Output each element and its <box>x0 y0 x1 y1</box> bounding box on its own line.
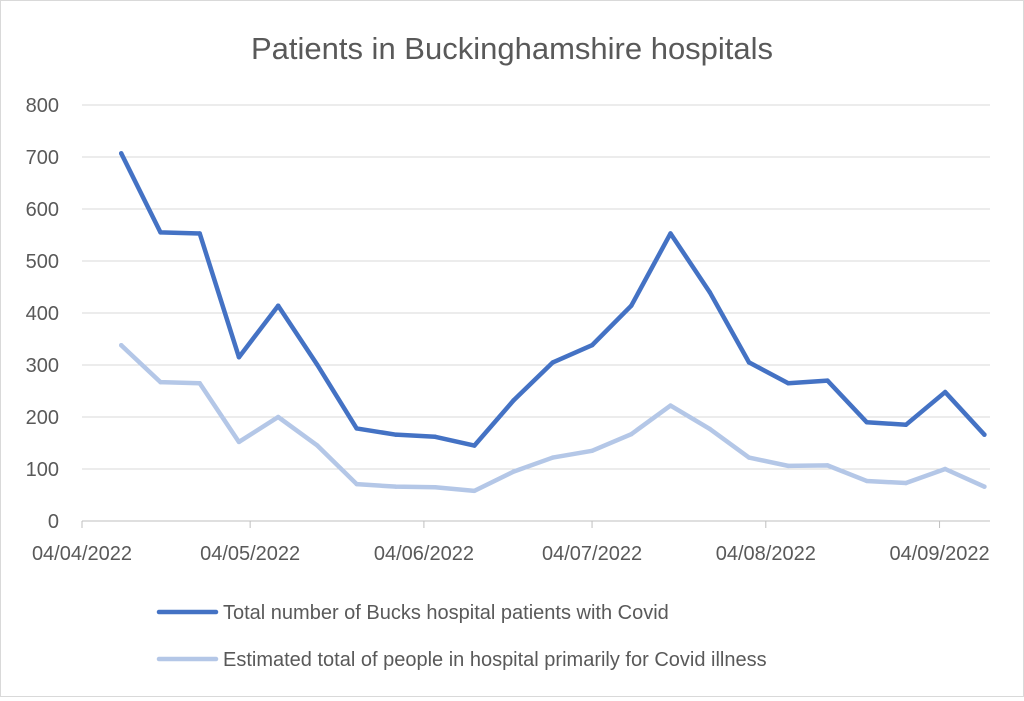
y-tick-label: 400 <box>26 303 59 325</box>
x-tick-label: 04/05/2022 <box>200 543 300 565</box>
data-point-1 <box>158 379 163 385</box>
data-point-1 <box>668 403 673 408</box>
data-point-1 <box>354 481 359 487</box>
data-point-0 <box>982 432 987 437</box>
data-point-1 <box>511 469 516 474</box>
y-tick-label: 500 <box>26 251 59 273</box>
data-point-0 <box>472 443 477 448</box>
data-point-0 <box>550 360 556 365</box>
data-point-0 <box>197 231 202 236</box>
data-point-0 <box>864 420 869 425</box>
data-point-1 <box>432 485 438 490</box>
data-point-1 <box>315 443 320 448</box>
x-tick-label: 04/09/2022 <box>890 543 990 565</box>
y-tick-label: 100 <box>26 459 59 481</box>
data-point-1 <box>197 381 202 386</box>
x-tick-label: 04/07/2022 <box>542 543 642 565</box>
data-point-0 <box>825 378 830 383</box>
data-point-0 <box>315 362 320 368</box>
data-point-0 <box>589 343 595 348</box>
data-point-1 <box>629 431 634 437</box>
data-point-1 <box>864 478 869 484</box>
data-point-1 <box>393 484 399 489</box>
legend-label-0: Total number of Bucks hospital patients … <box>223 602 669 624</box>
data-point-0 <box>393 432 399 437</box>
data-point-1 <box>236 439 242 445</box>
data-point-0 <box>354 426 359 431</box>
y-tick-label: 800 <box>26 95 59 117</box>
data-point-1 <box>707 426 712 432</box>
series-line-0 <box>118 151 987 448</box>
y-tick-label: 200 <box>26 407 59 429</box>
data-point-0 <box>629 303 634 308</box>
data-point-0 <box>236 355 242 360</box>
data-point-1 <box>550 455 556 460</box>
x-tick-label: 04/08/2022 <box>716 543 816 565</box>
data-point-0 <box>707 290 712 295</box>
data-point-0 <box>786 381 791 386</box>
x-tick-label: 04/04/2022 <box>32 543 132 565</box>
data-point-1 <box>119 343 124 348</box>
data-point-1 <box>746 455 752 460</box>
data-point-1 <box>472 488 477 494</box>
x-tick-label: 04/06/2022 <box>374 543 474 565</box>
data-point-0 <box>158 230 163 235</box>
data-point-0 <box>668 231 673 236</box>
y-tick-label: 600 <box>26 199 59 221</box>
data-point-0 <box>275 303 281 308</box>
data-point-0 <box>903 422 909 427</box>
data-point-1 <box>275 414 281 420</box>
data-point-1 <box>982 484 987 489</box>
y-tick-label: 700 <box>26 147 59 169</box>
data-point-1 <box>589 448 595 453</box>
data-point-1 <box>942 466 948 472</box>
data-point-0 <box>432 434 438 439</box>
data-point-1 <box>903 480 909 486</box>
y-tick-label: 300 <box>26 355 59 377</box>
data-point-1 <box>786 463 791 469</box>
data-point-0 <box>511 398 516 403</box>
chart-title: Patients in Buckinghamshire hospitals <box>251 31 773 66</box>
data-point-1 <box>825 463 830 468</box>
legend-label-1: Estimated total of people in hospital pr… <box>223 649 767 671</box>
y-tick-label: 0 <box>48 511 59 533</box>
data-point-0 <box>746 360 752 365</box>
data-point-0 <box>119 151 124 156</box>
data-point-0 <box>942 389 948 395</box>
